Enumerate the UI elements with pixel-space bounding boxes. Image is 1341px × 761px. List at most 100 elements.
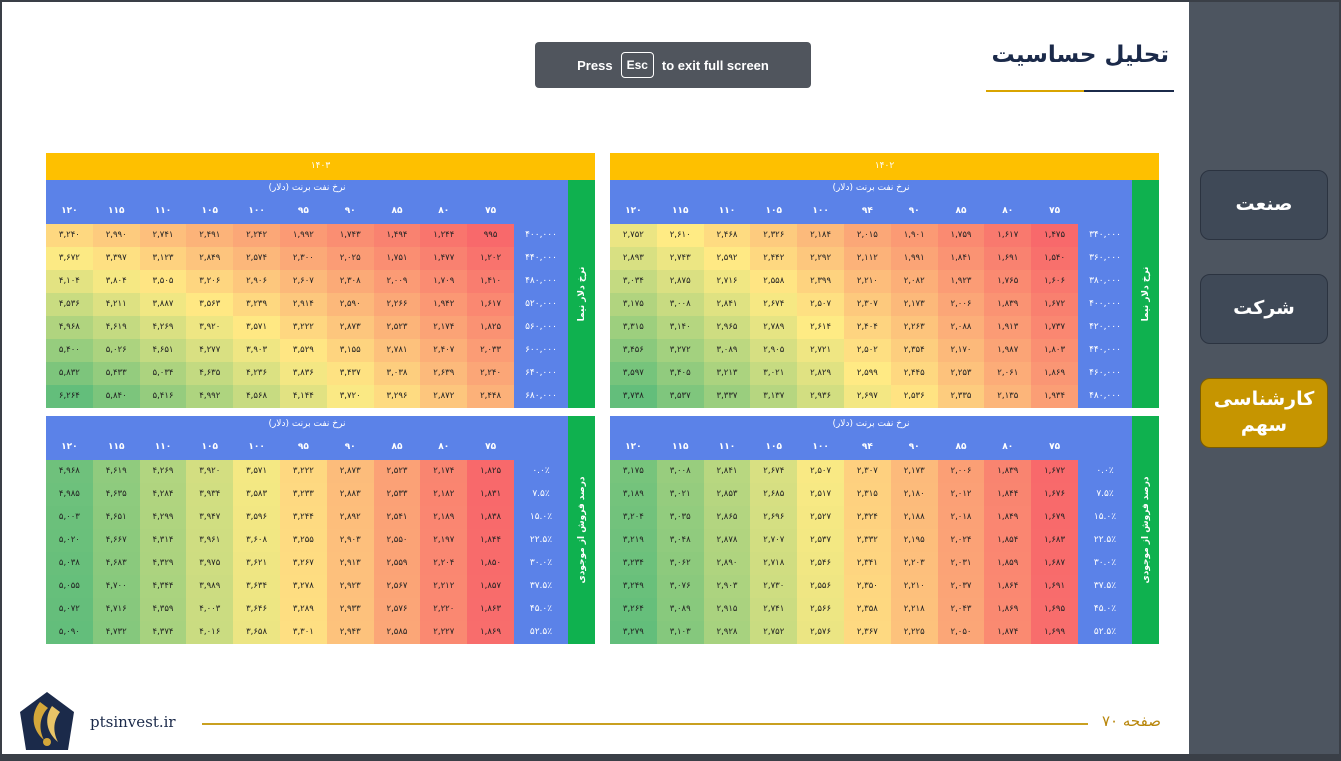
table-cell: ۱,۶۱۷: [467, 293, 514, 316]
table-cell: ۲,۲۰۴: [420, 552, 468, 575]
column-header: ۱۱۵: [107, 442, 125, 452]
table-cell: ۴,۱۴۴: [280, 385, 327, 408]
table-cell: ۲,۵۵۹: [373, 552, 421, 575]
table-cell: ۵,۰۲۶: [92, 339, 140, 362]
table-cell: ۴,۳۵۹: [139, 598, 187, 621]
table-cell: ۲,۲۲۷: [420, 621, 468, 644]
column-header: ۹۰: [344, 442, 356, 452]
table-cell: ۳,۲۰۶: [186, 270, 234, 293]
column-header: ۱۱۰: [718, 206, 736, 216]
column-header: ۱۰۵: [201, 442, 219, 452]
table-cell: ۲,۰۰۹: [373, 270, 421, 293]
table-cell: ۴,۲۸۴: [139, 483, 187, 506]
table-title: ۱۴۰۲: [610, 153, 1159, 180]
row-header: ۵۲۰,۰۰۰: [525, 299, 557, 309]
table-cell: ۲,۵۷۶: [797, 621, 844, 644]
table-cell: ۳,۶۰۸: [233, 529, 280, 552]
row-header: ۴۵.۰٪: [1093, 604, 1117, 614]
table-cell: ۱,۸۵۰: [467, 552, 514, 575]
sidebar-item-stock-valuation[interactable]: کارشناسی سهم: [1200, 378, 1328, 448]
table-cell: ۳,۲۶۴: [610, 598, 657, 621]
table-cell: ۳,۶۴۶: [233, 598, 280, 621]
column-header: ۱۲۰: [61, 442, 78, 452]
row-header: ۵۲.۵٪: [529, 627, 553, 637]
table-cell: ۳,۰۳۵: [656, 506, 704, 529]
table-cell: ۲,۶۹۶: [750, 506, 798, 529]
table-cell: ۱,۸۵۷: [467, 575, 514, 598]
table-cell: ۲,۲۱۰: [844, 270, 891, 293]
table-cell: ۲,۵۳۳: [373, 483, 421, 506]
table-cell: ۴,۰۰۳: [186, 598, 234, 621]
table-cell: ۲,۵۷۴: [233, 247, 280, 270]
table-cell: ۵,۰۹۰: [46, 621, 93, 644]
sidebar: صنعت شرکت کارشناسی سهم: [1189, 2, 1339, 754]
column-header: ۹۰: [344, 206, 356, 216]
row-header-column: ۳۴۰,۰۰۰ ۳۶۰,۰۰۰ ۳۸۰,۰۰۰ ۴۰۰,۰۰۰ ۴۲۰,۰۰۰ ۴۴۰,۰…: [1078, 224, 1132, 408]
table-cell: ۳,۸۰۴: [92, 270, 140, 293]
row-header: ۲۲.۵٪: [1093, 535, 1117, 545]
column-axis-caption: نرخ نفت برنت (دلار): [268, 419, 346, 429]
table-cell: ۲,۶۳۹: [420, 362, 468, 385]
sidebar-item-industry[interactable]: صنعت: [1200, 170, 1328, 240]
table-cell: ۳,۵۷۱: [233, 316, 280, 339]
table-cell: ۱,۷۵۱: [373, 247, 421, 270]
table-cell: ۱,۸۶۳: [467, 598, 514, 621]
table-cell: ۱,۶۸۳: [1031, 529, 1078, 552]
footer-url[interactable]: ptsinvest.ir: [90, 713, 176, 731]
sidebar-item-company[interactable]: شرکت: [1200, 274, 1328, 344]
row-axis-strip: نرخ دلار نیما: [1132, 180, 1159, 408]
slide: Press Esc to exit full screen تحلیل حساس…: [2, 2, 1189, 754]
table-cell: ۲,۸۴۱: [703, 460, 751, 483]
column-header: ۱۲۰: [625, 442, 642, 452]
table-cell: ۲,۴۴۵: [890, 362, 938, 385]
column-header: ۹۵: [297, 442, 309, 452]
table-cell: ۱,۹۸۷: [984, 339, 1032, 362]
table-cell: ۳,۲۵۵: [280, 529, 327, 552]
table-cell: ۳,۴۰۵: [656, 362, 704, 385]
row-header: ۶۸۰,۰۰۰: [525, 391, 557, 401]
table-cell: ۲,۵۱۷: [797, 483, 844, 506]
table-cell: ۲,۰۱۲: [937, 483, 985, 506]
table-cell: ۱,۸۳۸: [467, 506, 514, 529]
table-cell: ۲,۷۰۷: [750, 529, 798, 552]
title-underline-gold: [986, 90, 1084, 92]
table-cell: ۱,۶۷۲: [1031, 460, 1078, 483]
table-cell: ۲,۱۷۰: [937, 339, 985, 362]
table-cell: ۱,۹۹۲: [280, 224, 327, 247]
table-cell: ۲,۲۴۲: [233, 224, 280, 247]
column-header: ۱۱۰: [154, 206, 172, 216]
column-axis-caption: نرخ نفت برنت (دلار): [268, 183, 346, 193]
table-cell: ۲,۱۷۳: [890, 460, 938, 483]
table-cell: ۲,۳۰۰: [280, 247, 327, 270]
table-cell: ۲,۵۲۳: [373, 460, 421, 483]
notice-rest: to exit full screen: [661, 57, 769, 73]
table-cell: ۱,۶۸۷: [1031, 552, 1078, 575]
table-cell: ۳,۲۴۹: [610, 575, 657, 598]
table-cell: ۲,۲۲۵: [890, 621, 938, 644]
table-cell: ۲,۰۲۵: [326, 247, 374, 270]
table-cell: ۳,۲۲۲: [280, 460, 327, 483]
table-cell: ۳,۲۶۷: [280, 552, 327, 575]
row-header: ۰.۰٪: [1096, 466, 1114, 476]
table-cell: ۲,۳۰۷: [844, 460, 891, 483]
table-cell: ۳,۵۶۳: [186, 293, 234, 316]
table-cell: ۲,۳۳۵: [937, 385, 985, 408]
table-cell: ۳,۲۳۴: [610, 552, 657, 575]
table-cell: ۱,۸۰۳: [1031, 339, 1078, 362]
column-header: ۹۰: [908, 442, 920, 452]
column-header-band: نرخ نفت برنت (دلار) ۷۵ ۸۰ ۸۵ ۹۰ ۹۴ ۱۰۰ ۱۰۵ ۱۱۰ ۱۱…: [610, 416, 1132, 460]
table-cell: ۳,۷۲۰: [326, 385, 374, 408]
table-cell: ۴,۳۱۴: [139, 529, 187, 552]
table-cell: ۲,۴۴۸: [467, 385, 514, 408]
table-cell: ۳,۳۰۱: [280, 621, 327, 644]
table-cell: ۲,۵۵۸: [750, 270, 798, 293]
table-cell: ۵,۰۳۴: [139, 362, 187, 385]
table-cell: ۲,۰۶۱: [984, 362, 1032, 385]
table-cell: ۳,۵۹۶: [233, 506, 280, 529]
esc-key[interactable]: Esc: [620, 52, 654, 78]
row-header-column: ۰.۰٪ ۷.۵٪ ۱۵.۰٪ ۲۲.۵٪ ۳۰.۰٪ ۳۷.۵٪ ۴۵.۰٪ ۵۲.۵٪: [1078, 460, 1132, 644]
fullscreen-notice: Press Esc to exit full screen: [535, 42, 811, 88]
table-cell: ۴,۱۰۴: [46, 270, 93, 293]
table-cell: ۳,۲۳۹: [233, 293, 280, 316]
table-cell: ۳,۰۲۱: [750, 362, 798, 385]
